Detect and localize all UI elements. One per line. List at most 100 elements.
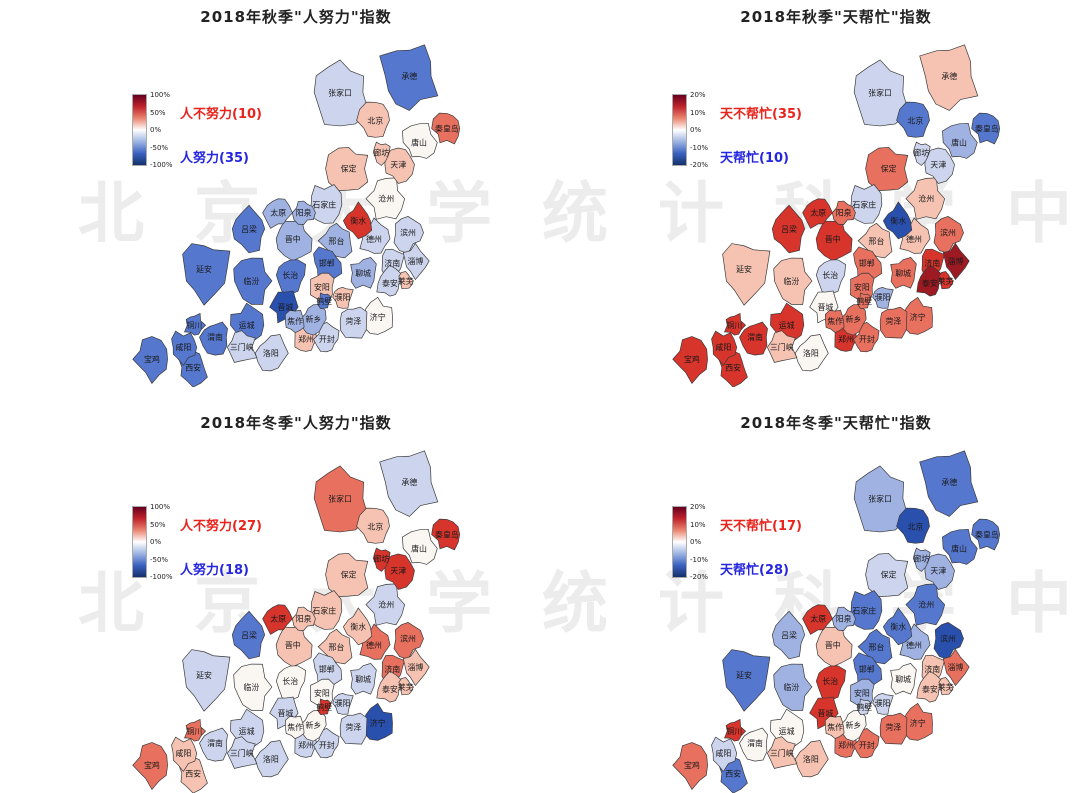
city-label-泰安: 泰安: [922, 278, 938, 288]
city-label-咸阳: 咸阳: [716, 748, 732, 758]
city-label-唐山: 唐山: [951, 543, 967, 553]
city-label-石家庄: 石家庄: [312, 606, 336, 616]
map-region-滨州: [393, 622, 424, 660]
city-label-邯郸: 邯郸: [319, 258, 335, 268]
city-label-菏泽: 菏泽: [346, 722, 362, 732]
map-region-泰安: [916, 670, 943, 703]
city-label-运城: 运城: [779, 727, 795, 736]
map-region-濮阳: [332, 287, 354, 309]
city-label-开封: 开封: [319, 334, 335, 344]
city-label-阳泉: 阳泉: [296, 614, 312, 624]
map-region-洛阳: [794, 740, 829, 778]
map-region-莱芜: [398, 271, 414, 290]
map-region-北京: [896, 507, 930, 544]
city-label-鹤壁: 鹤壁: [856, 702, 872, 712]
city-label-晋中: 晋中: [825, 640, 841, 650]
city-label-承德: 承德: [941, 477, 957, 487]
colorbar-tick: 20%: [690, 91, 706, 99]
city-label-德州: 德州: [366, 640, 382, 650]
map-region-淄博: [402, 242, 430, 281]
city-label-晋城: 晋城: [818, 709, 834, 718]
city-label-阳泉: 阳泉: [296, 208, 312, 218]
city-label-淄博: 淄博: [407, 662, 423, 672]
map-region-滨州: [393, 216, 424, 254]
city-label-三门峡: 三门峡: [230, 748, 254, 758]
city-label-临汾: 临汾: [244, 682, 260, 692]
city-label-郑州: 郑州: [298, 334, 314, 344]
map-region-德州: [359, 217, 391, 254]
city-label-淄博: 淄博: [407, 256, 423, 266]
city-label-运城: 运城: [239, 727, 255, 736]
city-label-天津: 天津: [390, 160, 406, 170]
city-label-渭南: 渭南: [747, 332, 763, 342]
map-region-承德: [919, 44, 979, 111]
map-region-三门峡: [226, 736, 258, 769]
colorbar: [132, 94, 147, 166]
map-region-淄博: [402, 648, 430, 687]
map-region-洛阳: [794, 334, 829, 372]
colorbar-tick: 100%: [150, 503, 171, 511]
city-label-濮阳: 濮阳: [335, 698, 351, 708]
map-region-保定: [325, 552, 369, 598]
colorbar-tick: -100%: [150, 573, 173, 581]
map-region-渭南: [739, 321, 768, 356]
city-label-莱芜: 莱芜: [398, 276, 414, 286]
colorbar-tick: -20%: [690, 161, 709, 169]
city-label-西安: 西安: [185, 768, 201, 778]
map-region-保定: [865, 552, 909, 598]
colorbar-tick: 20%: [690, 503, 706, 511]
map-region-咸阳: [171, 330, 198, 367]
map-region-咸阳: [171, 736, 198, 773]
city-label-西安: 西安: [725, 768, 741, 778]
city-label-秦皇岛: 秦皇岛: [435, 529, 459, 539]
map-region-鹤壁: [857, 698, 872, 715]
colorbar-tick: -10%: [690, 555, 709, 564]
city-label-济宁: 济宁: [910, 718, 926, 728]
map-region-石家庄: [309, 590, 343, 630]
map-region-菏泽: [339, 306, 368, 339]
city-label-承德: 承德: [941, 71, 957, 81]
map-region-渭南: [199, 727, 228, 762]
map-region-阳泉: [831, 606, 856, 632]
map-region-太原: [802, 198, 833, 229]
city-label-三门峡: 三门峡: [230, 342, 254, 352]
map-region-淄博: [942, 242, 970, 281]
map-region-唐山: [402, 122, 438, 159]
map-region-阳泉: [291, 606, 316, 632]
map-region-濮阳: [872, 287, 894, 309]
map-region-泰安: [376, 264, 403, 297]
city-label-邢台: 邢台: [329, 642, 345, 652]
city-label-安阳: 安阳: [854, 282, 870, 292]
city-label-吕梁: 吕梁: [241, 631, 257, 640]
city-label-延安: 延安: [736, 670, 752, 680]
map-region-石家庄: [849, 590, 883, 630]
map-region-张家口: [313, 465, 369, 533]
colorbar-ticks: 100% 50% 0% -50% -100%: [150, 92, 173, 169]
map-region-濮阳: [332, 693, 354, 715]
city-label-保定: 保定: [341, 164, 357, 174]
map-region-秦皇岛: [431, 518, 461, 551]
city-label-张家口: 张家口: [868, 87, 892, 97]
map-region-张家口: [313, 59, 369, 127]
city-label-渭南: 渭南: [207, 332, 223, 342]
map-panel-winter-effort: 2018年冬季"人努力"指数 100% 50% 0% -50% -100% 人不…: [0, 388, 540, 793]
city-label-延安: 延安: [736, 264, 752, 274]
city-label-承德: 承德: [401, 71, 417, 81]
map-region-临汾: [773, 257, 813, 305]
city-label-铜川: 铜川: [726, 320, 742, 330]
city-label-太原: 太原: [810, 614, 826, 624]
map-region-张家口: [853, 59, 909, 127]
city-label-咸阳: 咸阳: [716, 342, 732, 352]
city-label-吕梁: 吕梁: [781, 225, 797, 234]
city-label-晋城: 晋城: [818, 303, 834, 312]
city-label-菏泽: 菏泽: [346, 316, 362, 326]
city-label-秦皇岛: 秦皇岛: [975, 529, 999, 539]
map-region-吕梁: [231, 610, 266, 660]
map-panel-winter-weather: 2018年冬季"天帮忙"指数 20% 10% 0% -10% -20% 天不帮忙…: [540, 388, 1080, 793]
city-label-邯郸: 邯郸: [859, 258, 875, 268]
map-region-阳泉: [831, 200, 856, 226]
map-region-德州: [899, 217, 931, 254]
map-region-菏泽: [879, 306, 908, 339]
colorbar-tick: 100%: [150, 91, 171, 99]
colorbar-tick: 50%: [150, 108, 166, 117]
